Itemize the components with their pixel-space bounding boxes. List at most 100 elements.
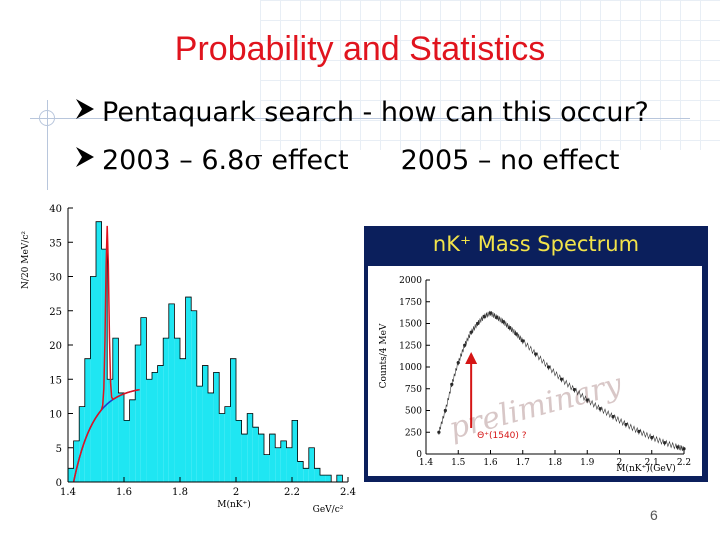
y-tick-label: 40: [49, 204, 62, 215]
bullet-2: 2003 – 6.8σ effect 2005 – no effect: [74, 145, 619, 176]
bullet-1-text: Pentaquark search - how can this occur?: [102, 97, 649, 128]
y-tick-label: 25: [49, 307, 62, 318]
histogram-bar: [308, 447, 315, 482]
x-tick-label: 1.9: [580, 458, 595, 468]
y-tick-label: 35: [49, 238, 62, 249]
y-tick-label: 1500: [399, 320, 422, 330]
x-tick-label: 2: [617, 458, 623, 468]
slide-title: Probability and Statistics: [174, 30, 546, 68]
histogram-bar: [336, 475, 343, 482]
spectrum-plot-area: preliminary Θ⁺(1540) ? 0 250 500 750 1000 1250 1…: [368, 266, 702, 476]
bullet-2-mid: effect: [262, 145, 349, 176]
histogram-bar: [96, 221, 102, 482]
histogram-bar: [140, 317, 147, 482]
histogram-outline: [67, 221, 348, 483]
histogram-bar: [230, 358, 236, 482]
bullet-2-left: 2003 – 6.8: [102, 145, 245, 176]
x-tick-label: 1.8: [548, 458, 563, 468]
decor-vertical-line: [47, 100, 48, 190]
histogram-bar: [264, 454, 270, 482]
y-tick-label: 1000: [399, 363, 422, 373]
sigma-symbol: σ: [244, 145, 263, 176]
histogram-bar: [112, 338, 119, 482]
x-tick-label: 1.6: [116, 487, 132, 498]
histogram-bar: [219, 413, 225, 482]
x-tick-label: 2.2: [677, 458, 691, 468]
histogram-bar: [241, 434, 248, 482]
histogram-bar: [286, 447, 292, 482]
histogram-bar: [280, 440, 287, 482]
histogram-bar: [152, 372, 158, 482]
histogram-bar: [79, 406, 85, 482]
histogram-bar: [247, 413, 253, 482]
y-axis-label: Counts/4 MeV: [379, 323, 389, 388]
decor-circle: [39, 110, 55, 126]
histogram-bar: [292, 420, 298, 482]
histogram-bar: [275, 447, 281, 482]
annotation-arrow-head: [465, 351, 478, 364]
x-tick-label: 1.6: [483, 458, 498, 468]
histogram-bar: [236, 420, 242, 482]
histogram-bar: [224, 406, 231, 482]
y-tick-label: 20: [49, 341, 62, 352]
x-tick-label: 2.2: [284, 487, 300, 498]
background-grid: [260, 0, 720, 150]
histogram-bar: [320, 475, 326, 482]
x-tick-label: 2: [233, 487, 239, 498]
histogram-bar: [90, 276, 96, 482]
histogram-bar: [163, 338, 169, 482]
histogram-bar: [146, 379, 152, 482]
annotation-label: Θ⁺(1540) ?: [477, 431, 527, 441]
decor-horizontal-line: [30, 118, 690, 119]
y-tick-label: 5: [56, 444, 62, 455]
histogram-bar: [180, 358, 186, 482]
histogram-bar: [68, 468, 74, 482]
page-number: 6: [650, 507, 658, 523]
spectrum-trace: [438, 310, 684, 452]
histogram-bar: [107, 379, 113, 482]
x-tick-label: 1.8: [172, 487, 188, 498]
x-tick-label: 1.4: [60, 487, 76, 498]
signal-fit-curve: [72, 225, 140, 483]
histogram-bar: [196, 386, 203, 482]
y-tick-label: 500: [405, 407, 422, 417]
spectrum-title: nK⁺ Mass Spectrum: [432, 232, 640, 256]
y-tick-label: 1750: [399, 298, 422, 308]
y-tick-label: 30: [49, 273, 62, 284]
preliminary-watermark: preliminary: [446, 367, 627, 447]
histogram-bar: [174, 338, 180, 482]
histogram-bar: [118, 392, 124, 482]
x-axis-unit: GeV/c²: [313, 505, 344, 515]
histogram-bar: [191, 310, 197, 482]
histogram-bar: [202, 365, 208, 482]
x-tick-label: 2.1: [645, 458, 659, 468]
x-tick-label: 1.5: [451, 458, 466, 468]
histogram-bar: [185, 297, 192, 482]
arrow-bullet-icon: [74, 145, 102, 176]
y-tick-label: 0: [56, 478, 62, 489]
histogram-bar: [208, 392, 214, 482]
y-tick-label: 750: [405, 385, 422, 395]
histogram-bar: [73, 440, 80, 482]
x-axis-label: M(nK⁺): [217, 499, 251, 510]
histogram-bar: [314, 468, 320, 482]
histogram-bar: [258, 434, 264, 482]
histogram-bar: [252, 427, 259, 482]
histogram-bar: [213, 372, 220, 482]
y-tick-label: 15: [49, 375, 62, 386]
histogram-bar: [168, 303, 175, 482]
x-tick-label: 1.4: [419, 458, 434, 468]
histogram-bar: [135, 345, 141, 482]
y-axis-label: N/20 MeV/c²: [21, 231, 31, 289]
left-histogram-svg: 0 5 10 15 20 25 30 35 40 1.4 1.6 1.8 2 2.2 2.4 N/20 MeV…: [21, 204, 356, 515]
histogram-bar: [303, 468, 309, 482]
histogram-bar: [129, 399, 136, 482]
x-tick-label: 1.7: [516, 458, 531, 468]
left-histogram: 0 5 10 15 20 25 30 35 40 1.4 1.6 1.8 2 2.2 2.4 N/20 MeV…: [16, 200, 362, 520]
y-tick-label: 250: [405, 428, 422, 438]
y-tick-label: 0: [416, 450, 422, 460]
y-tick-label: 2000: [399, 276, 422, 286]
bullet-2-right: 2005 – no effect: [400, 145, 620, 176]
histogram-bar: [157, 365, 164, 482]
